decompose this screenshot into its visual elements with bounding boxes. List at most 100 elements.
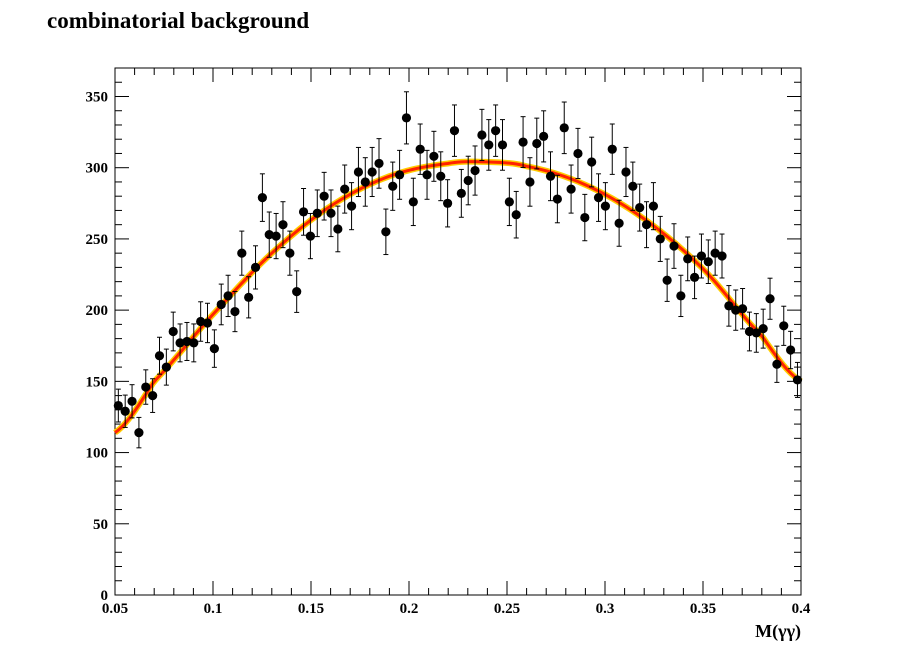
point-marker: [298, 207, 309, 217]
point-marker: [477, 130, 487, 140]
data-point: [477, 108, 487, 162]
data-point: [415, 123, 425, 175]
data-point: [792, 361, 803, 398]
data-point: [779, 305, 789, 346]
point-marker: [641, 220, 652, 230]
point-marker: [202, 318, 213, 328]
point-marker: [154, 351, 165, 361]
x-tick-label: 0.05: [102, 601, 128, 617]
point-marker: [367, 167, 377, 177]
data-point: [257, 173, 267, 222]
data-point: [635, 183, 645, 232]
data-point: [292, 270, 302, 313]
x-tick-label: 0.35: [690, 601, 716, 617]
data-point: [271, 212, 281, 260]
point-marker: [587, 157, 597, 167]
point-marker: [374, 158, 384, 169]
point-marker: [182, 336, 192, 347]
fit-band: [113, 158, 803, 436]
point-marker: [456, 188, 466, 198]
data-point: [758, 308, 768, 349]
point-marker: [319, 191, 329, 201]
data-point: [545, 151, 556, 202]
y-tick-label: 150: [86, 374, 109, 390]
point-marker: [532, 138, 542, 149]
point-marker: [422, 170, 432, 180]
point-marker: [196, 316, 206, 327]
data-point: [593, 173, 604, 222]
point-marker: [518, 137, 528, 147]
data-point: [127, 384, 137, 419]
y-tick-label: 300: [86, 161, 109, 177]
data-point: [607, 123, 617, 175]
point-marker: [223, 291, 233, 301]
data-point: [696, 233, 707, 279]
data-point: [326, 189, 336, 238]
data-point: [168, 311, 178, 352]
point-marker: [655, 234, 665, 244]
y-tick-label: 250: [86, 232, 109, 248]
point-marker: [312, 208, 322, 218]
point-marker: [566, 184, 576, 194]
data-point: [765, 277, 775, 320]
data-point: [532, 117, 542, 170]
data-point: [264, 211, 274, 258]
x-tick-label: 0.4: [792, 601, 811, 617]
data-point: [216, 283, 226, 326]
x-axis: 0.05 0.1 0.15 0.2 0.25 0.3 0.35 0.4: [102, 68, 811, 617]
point-marker: [504, 197, 514, 207]
point-marker: [292, 287, 302, 297]
point-marker: [429, 151, 439, 161]
data-point: [470, 145, 480, 196]
point-marker: [744, 326, 755, 337]
data-point: [539, 110, 549, 163]
data-point: [641, 201, 652, 249]
data-point: [374, 138, 384, 189]
data-point: [628, 161, 638, 211]
point-marker: [237, 248, 247, 258]
x-tick-label: 0.15: [298, 601, 324, 617]
data-point: [319, 171, 329, 221]
point-marker: [573, 148, 583, 159]
x-axis-title: M(γγ): [755, 621, 801, 642]
point-marker: [696, 251, 707, 261]
point-marker: [127, 396, 137, 406]
point-marker: [360, 177, 370, 187]
point-marker: [731, 305, 741, 315]
data-point: [683, 236, 693, 282]
point-marker: [758, 324, 768, 334]
data-point: [559, 101, 569, 155]
point-marker: [408, 197, 418, 207]
data-point: [278, 201, 288, 249]
y-axis: 0 50 100 150 200 250 300 350: [86, 67, 801, 604]
point-marker: [353, 167, 364, 177]
point-marker: [113, 400, 123, 411]
point-marker: [628, 181, 638, 191]
data-point: [786, 330, 796, 370]
data-point: [305, 212, 316, 260]
point-marker: [779, 321, 789, 331]
data-point: [689, 255, 700, 300]
point-marker: [669, 241, 679, 251]
data-point: [113, 388, 123, 423]
y-tick-label: 350: [86, 89, 109, 105]
point-marker: [346, 201, 357, 211]
data-point: [463, 155, 473, 206]
data-point: [429, 130, 439, 182]
data-point: [655, 215, 665, 262]
point-marker: [388, 181, 398, 191]
data-point: [244, 276, 254, 319]
point-marker: [189, 338, 199, 348]
x-tick-label: 0.25: [494, 601, 520, 617]
data-point: [182, 321, 192, 361]
point-marker: [161, 362, 171, 372]
point-marker: [209, 343, 219, 354]
data-point: [580, 193, 590, 242]
data-point: [566, 164, 576, 214]
data-point: [491, 104, 501, 157]
point-marker: [271, 231, 281, 241]
data-point: [497, 119, 508, 171]
point-marker: [491, 126, 501, 136]
data-point: [518, 116, 528, 168]
